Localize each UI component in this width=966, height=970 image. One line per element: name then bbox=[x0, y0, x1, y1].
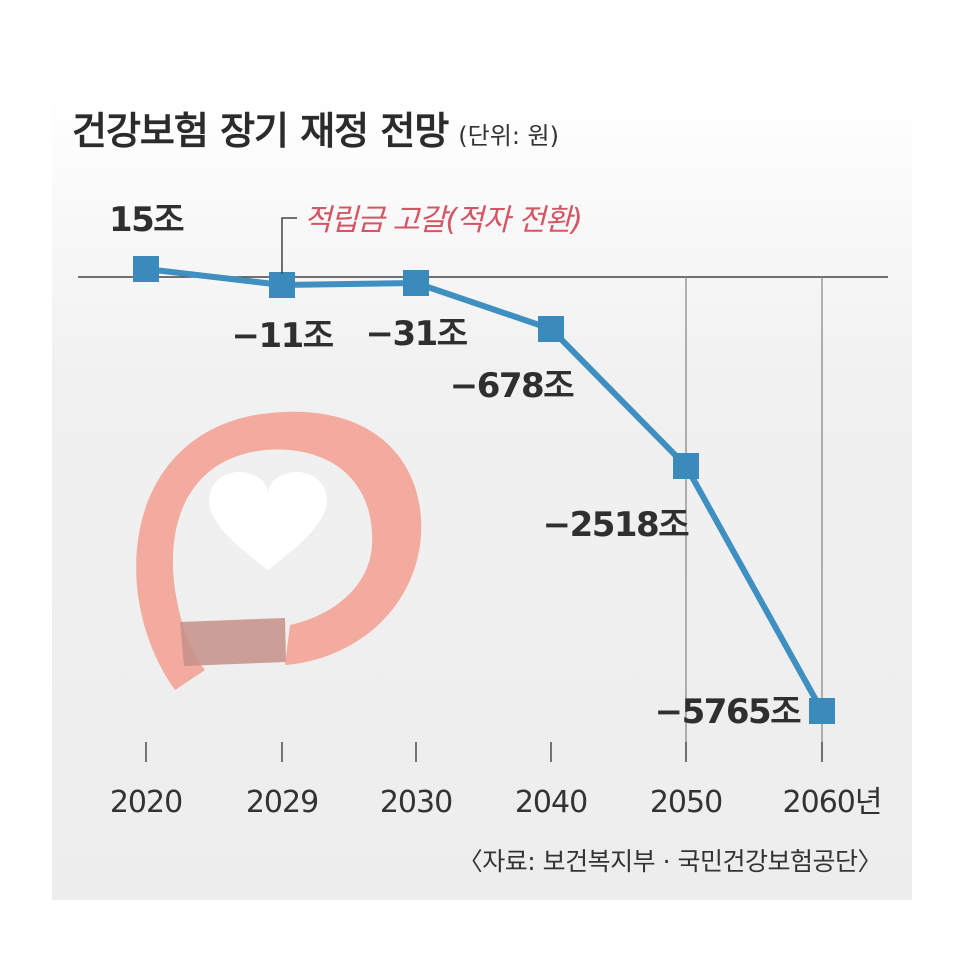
data-label-5: −5765조 bbox=[655, 692, 802, 732]
x-tick-label-2: 2030 bbox=[380, 785, 452, 820]
data-labels: 15조 −11조 −31조 −678조 −2518조 −5765조 bbox=[109, 200, 803, 732]
bottom-tick-marks bbox=[145, 742, 823, 762]
logo-heart-icon bbox=[136, 411, 422, 690]
data-label-4: −2518조 bbox=[543, 505, 690, 545]
source-note: 〈자료: 보건복지부 · 국민건강보험공단〉 bbox=[457, 847, 883, 876]
vertical-guides bbox=[685, 277, 823, 760]
chart-unit: (단위: 원) bbox=[458, 122, 559, 150]
x-tick-label-5: 2060년 bbox=[783, 785, 882, 820]
chart-title: 건강보험 장기 재정 전망 bbox=[72, 109, 449, 153]
x-tick-labels: 2020 2029 2030 2040 2050 2060년 bbox=[110, 785, 883, 820]
data-marker-4 bbox=[673, 453, 699, 479]
x-tick-label-3: 2040 bbox=[515, 785, 587, 820]
series-polyline bbox=[145, 266, 825, 713]
series-line bbox=[145, 266, 825, 713]
data-marker-2 bbox=[403, 270, 429, 296]
annotation-connector bbox=[281, 217, 297, 274]
x-tick-label-1: 2029 bbox=[246, 785, 318, 820]
annotation-text: 적립금 고갈(적자 전환) bbox=[304, 203, 582, 238]
x-tick-label-4: 2050 bbox=[650, 785, 722, 820]
data-label-0: 15조 bbox=[109, 200, 184, 240]
x-tick-label-0: 2020 bbox=[110, 785, 182, 820]
chart-title-row: 건강보험 장기 재정 전망 (단위: 원) bbox=[72, 100, 559, 155]
data-markers bbox=[133, 256, 835, 724]
data-marker-5 bbox=[809, 698, 835, 724]
data-label-2: −31조 bbox=[365, 314, 467, 354]
data-label-3: −678조 bbox=[450, 366, 574, 406]
chart-background bbox=[52, 90, 912, 900]
data-marker-3 bbox=[538, 316, 564, 342]
data-marker-0 bbox=[133, 256, 159, 282]
data-label-1: −11조 bbox=[231, 316, 333, 356]
data-marker-1 bbox=[269, 272, 295, 298]
